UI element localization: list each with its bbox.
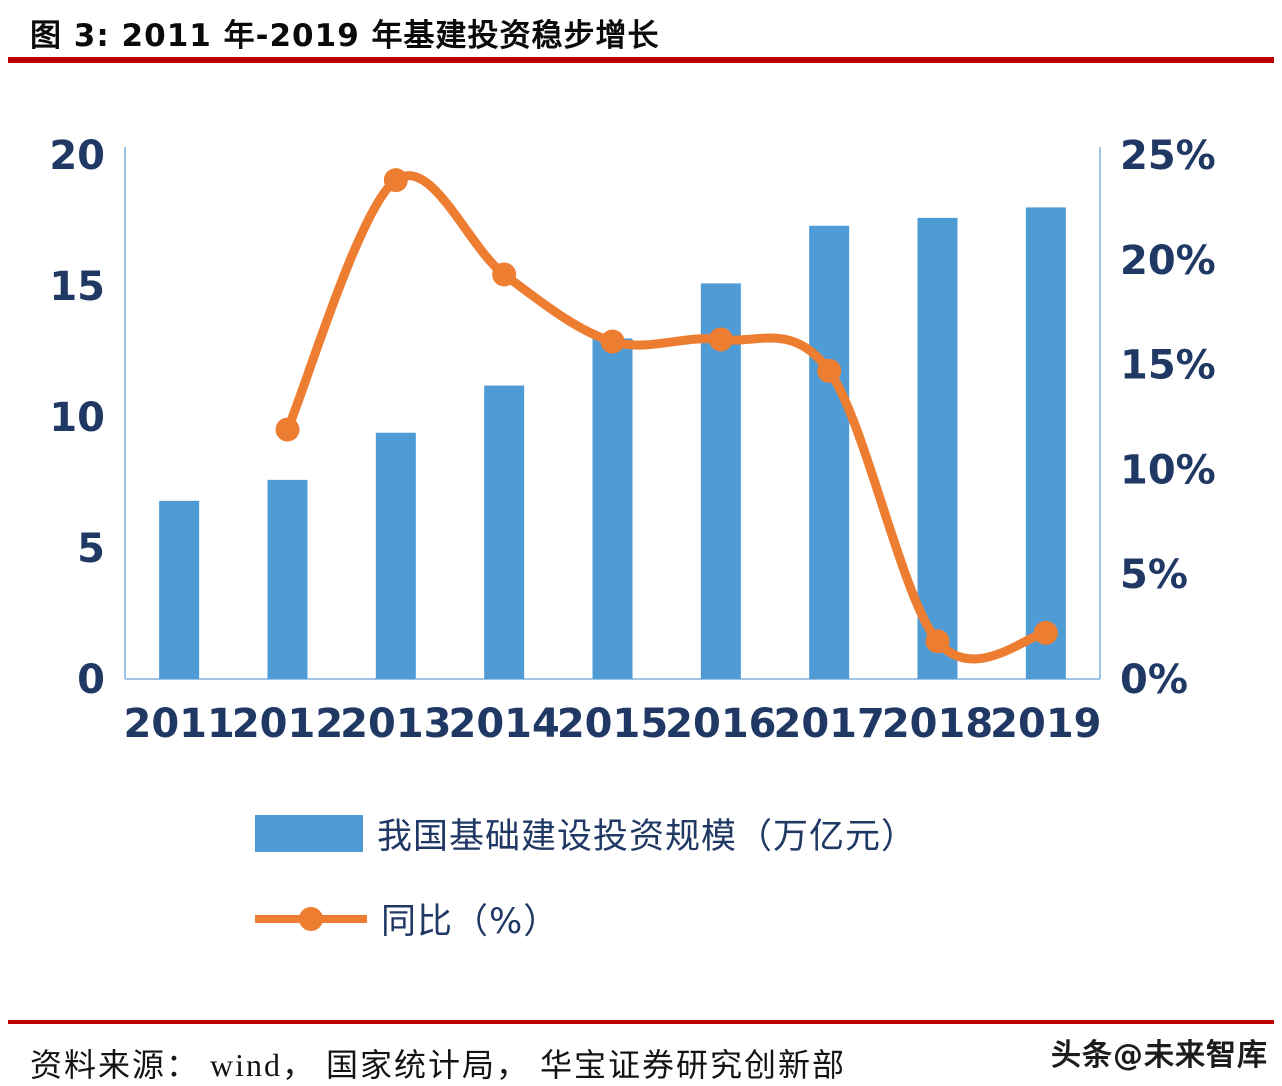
x-label-2015: 2015	[557, 701, 668, 747]
bar-2014	[484, 385, 525, 679]
right-axis-tick-0%: 0%	[1120, 657, 1188, 703]
right-axis-tick-10%: 10%	[1120, 447, 1216, 493]
legend-label-bars: 我国基础建设投资规模（万亿元）	[377, 817, 918, 857]
bar-2012	[267, 479, 308, 679]
yoy-marker-icon	[275, 417, 300, 442]
chart-legend: 我国基础建设投资规模（万亿元） 同比（%）	[255, 808, 917, 944]
bar-2019	[1025, 207, 1066, 679]
left-axis-tick-20: 20	[49, 133, 105, 179]
line-legend-swatch	[255, 900, 367, 937]
x-label-2013: 2013	[340, 701, 451, 747]
legend-label-line: 同比（%）	[381, 902, 560, 942]
left-axis-tick-0: 0	[77, 657, 105, 703]
top-red-rule	[8, 57, 1274, 63]
yoy-marker-icon	[925, 629, 950, 654]
right-axis-tick-15%: 15%	[1120, 343, 1216, 389]
bar-2015	[592, 338, 633, 679]
watermark: 头条@未来智库	[1051, 1038, 1268, 1073]
bar-2017	[809, 225, 850, 680]
bar-legend-swatch	[255, 815, 363, 852]
bar-2018	[917, 217, 958, 679]
x-label-2016: 2016	[665, 701, 776, 747]
bottom-red-rule	[8, 1020, 1274, 1024]
bar-series	[159, 207, 1066, 680]
combo-chart: 0 5 10 15 20 0% 5% 10% 15% 20% 25% 2011201220132014…	[49, 133, 1216, 747]
right-axis-tick-5%: 5%	[1120, 552, 1188, 598]
yoy-marker-icon	[600, 329, 625, 354]
right-axis-tick-25%: 25%	[1120, 133, 1216, 179]
figure-title: 图 3: 2011 年-2019 年基建投资稳步增长	[30, 18, 660, 54]
yoy-line-markers	[275, 168, 1058, 654]
source-note: 资料来源： wind， 国家统计局， 华宝证券研究创新部	[30, 1047, 847, 1083]
left-axis-tick-15: 15	[49, 264, 105, 310]
bar-2011	[159, 500, 200, 679]
line-legend-marker-icon	[299, 907, 323, 931]
yoy-marker-icon	[383, 168, 408, 193]
yoy-marker-icon	[817, 358, 842, 383]
left-axis-tick-10: 10	[49, 395, 105, 441]
x-label-2012: 2012	[232, 701, 343, 747]
yoy-marker-icon	[1033, 620, 1058, 645]
yoy-marker-icon	[492, 262, 517, 287]
x-label-2014: 2014	[449, 701, 560, 747]
bar-2013	[375, 432, 416, 679]
right-axis-tick-20%: 20%	[1120, 238, 1216, 284]
x-label-2017: 2017	[774, 701, 885, 747]
x-label-2011: 2011	[124, 701, 235, 747]
yoy-marker-icon	[708, 327, 733, 352]
legend-item-line: 同比（%）	[255, 893, 917, 944]
legend-item-bars: 我国基础建设投资规模（万亿元）	[255, 808, 917, 859]
x-label-2019: 2019	[990, 701, 1101, 747]
left-axis-tick-5: 5	[77, 526, 105, 572]
x-label-2018: 2018	[882, 701, 993, 747]
